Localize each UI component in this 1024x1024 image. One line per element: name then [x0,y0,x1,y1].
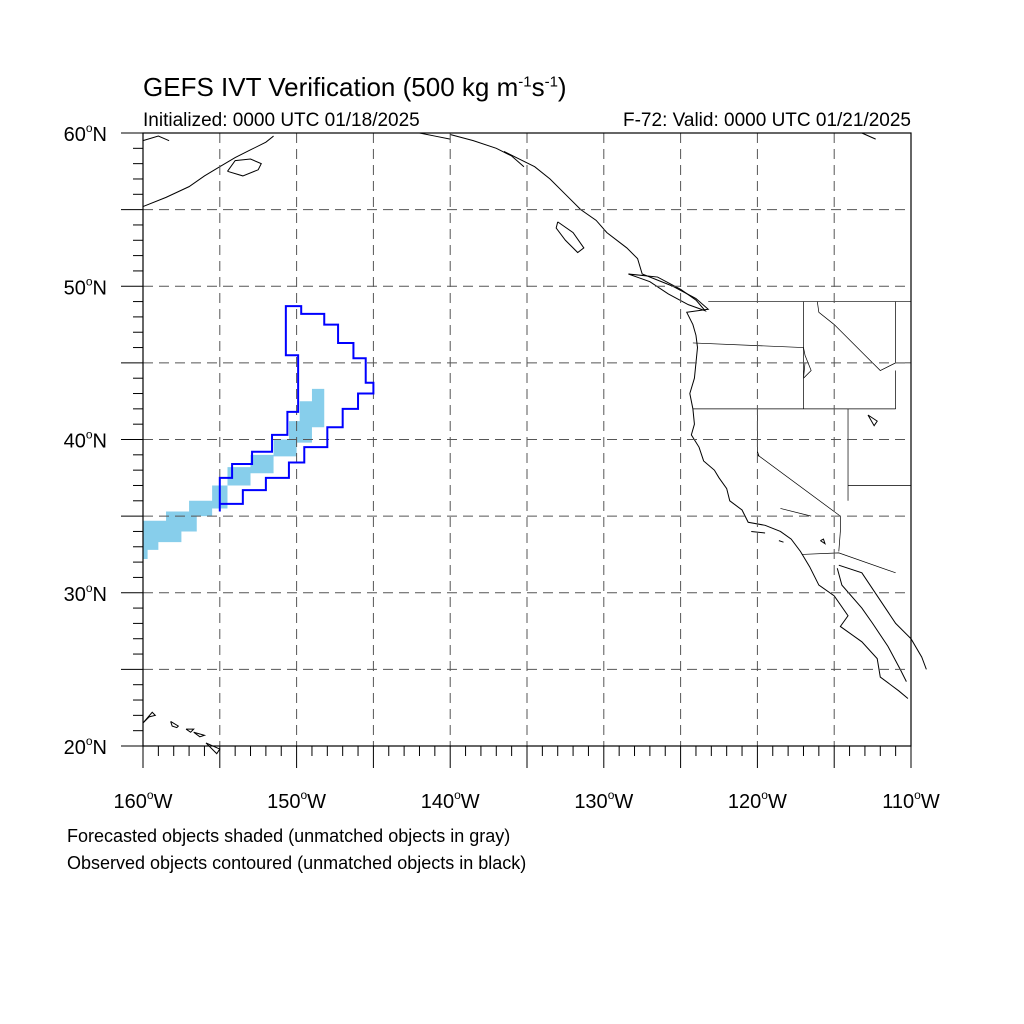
lon-label: 160oW [114,788,173,813]
axis-ticks [121,132,912,768]
coastline-segment [861,132,876,140]
lat-label: 20oN [64,734,107,759]
coastline-segment [227,158,262,177]
init-time-label: Initialized: 0000 UTC 01/18/2025 [143,110,420,131]
political-boundary [692,342,812,409]
axis-labels: 60oN 50oN 40oN 30oN 20oN 160oW 150oW 140oW 130oW… [64,121,940,813]
political-boundary [816,301,896,371]
lon-label: 140oW [421,788,480,813]
lat-label: 30oN [64,581,107,606]
coastline-segment [628,273,707,312]
observed-object [218,305,375,512]
lon-label: 130oW [574,788,633,813]
coastline-segment [142,135,170,142]
coastline-segment [205,742,221,755]
gridlines [143,133,911,746]
political-boundary [801,552,896,574]
coastline-segment [185,728,195,733]
chart-title: GEFS IVT Verification (500 kg m-1s-1) [143,72,567,102]
political-boundary [803,301,806,379]
lon-label: 120oW [728,788,787,813]
coastline-segment [193,731,207,738]
coastline-segment [867,414,878,427]
coastline-segment [170,721,180,729]
observed-legend-note: Observed objects contoured (unmatched ob… [67,853,527,873]
coastline-segment [419,132,451,140]
forecast-legend-note: Forecasted objects shaded (unmatched obj… [67,826,511,846]
coastline-segment [142,711,157,724]
lon-label: 150oW [267,788,326,813]
lat-label: 40oN [64,428,107,453]
coastline-segment [820,538,826,545]
political-boundary [757,408,841,552]
coastline-segment [778,540,784,543]
coastline-segment [836,568,907,682]
coastline-segment [503,150,909,699]
coastline-segment [450,134,525,168]
lat-label: 50oN [64,274,107,299]
valid-time-label: F-72: Valid: 0000 UTC 01/21/2025 [623,110,911,131]
coastline-segment [751,530,766,534]
coastline-segment [838,564,927,670]
forecast-object-shaded [143,388,325,560]
forecast-object [143,388,325,560]
lon-label: 110oW [882,788,940,813]
observed-object-contour [218,305,375,512]
coastlines [142,132,927,755]
lat-label: 60oN [64,121,107,146]
political-boundary [780,508,812,517]
coastline-segment [555,221,585,254]
